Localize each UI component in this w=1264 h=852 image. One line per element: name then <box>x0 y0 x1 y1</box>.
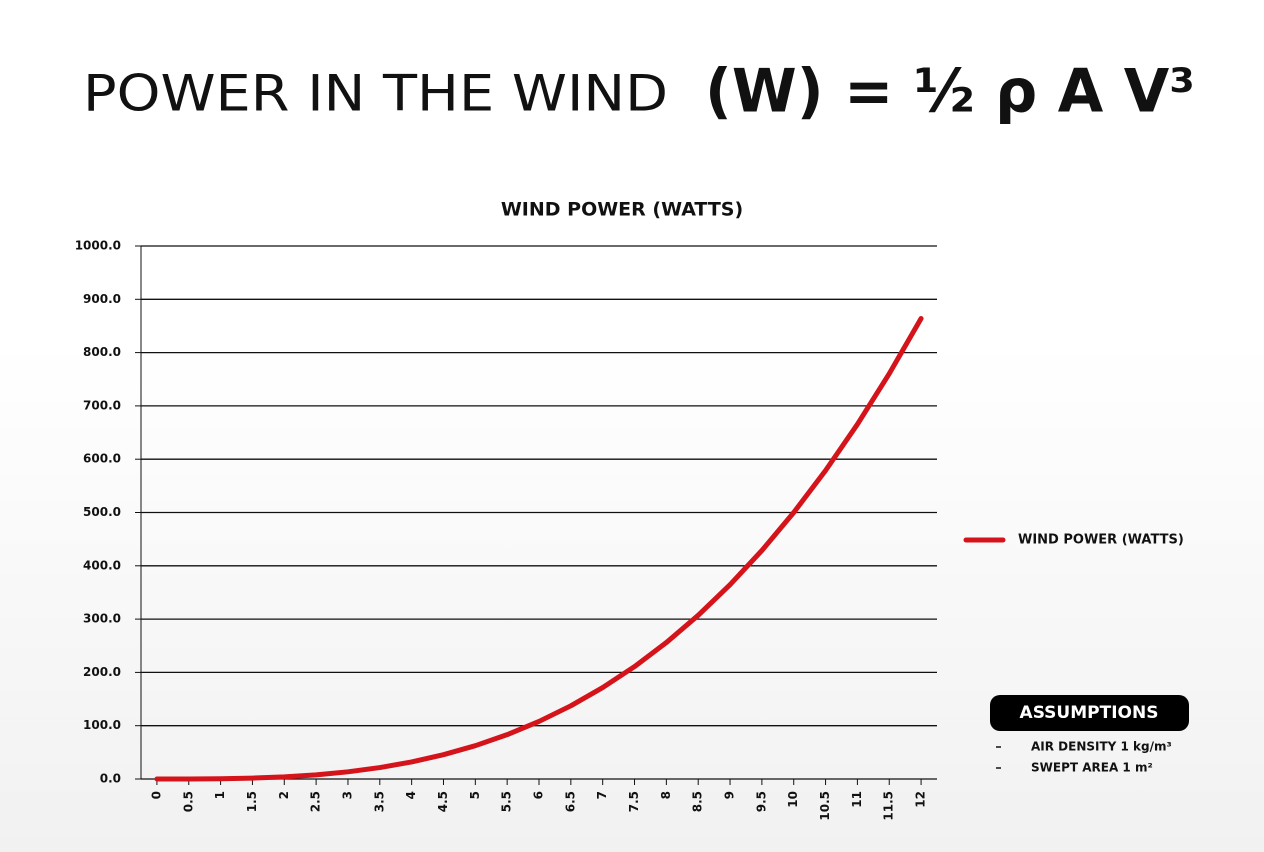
y-tick-label: 1000.0 <box>75 239 121 253</box>
y-tick-label: 400.0 <box>83 558 121 572</box>
x-tick-label: 4 <box>404 791 418 799</box>
assumption-item: SWEPT AREA 1 m² <box>1031 761 1153 775</box>
x-tick-label: 3 <box>340 791 354 799</box>
x-tick-label: 9 <box>723 791 737 799</box>
y-tick-label: 300.0 <box>83 612 121 626</box>
x-tick-label: 1 <box>213 791 227 799</box>
x-tick-label: 5.5 <box>500 791 514 812</box>
y-tick-label: 800.0 <box>83 345 121 359</box>
x-tick-label: 6 <box>532 791 546 799</box>
x-tick-label: 12 <box>914 791 928 808</box>
x-tick-label: 5 <box>468 791 482 799</box>
x-tick-label: 3.5 <box>372 791 386 812</box>
assumptions-title: ASSUMPTIONS <box>1020 703 1159 723</box>
y-tick-label: 200.0 <box>83 665 121 679</box>
x-tick-label: 10.5 <box>818 791 832 821</box>
assumptions-badge <box>990 695 1189 731</box>
y-tick-label: 600.0 <box>83 452 121 466</box>
chart-title: WIND POWER (WATTS) <box>501 199 743 221</box>
x-tick-label: 6.5 <box>563 791 577 812</box>
x-tick-label: 4.5 <box>436 791 450 812</box>
x-tick-label: 7 <box>595 791 609 799</box>
x-tick-label: 7.5 <box>627 791 641 812</box>
formula: (W) = ½ ρ A V³ <box>705 57 1195 127</box>
y-tick-label: 500.0 <box>83 505 121 519</box>
x-tick-label: 9.5 <box>754 791 768 812</box>
x-tick-label: 1.5 <box>245 791 259 812</box>
y-tick-label: 0.0 <box>100 772 121 786</box>
x-tick-label: 10 <box>786 791 800 808</box>
y-tick-label: 700.0 <box>83 398 121 412</box>
x-tick-label: 11.5 <box>882 791 896 821</box>
x-tick-label: 11 <box>850 791 864 808</box>
x-tick-label: 2.5 <box>309 791 323 812</box>
x-tick-label: 8.5 <box>691 791 705 812</box>
x-tick-label: 0.5 <box>181 791 195 812</box>
series-line <box>154 315 924 782</box>
assumption-item: AIR DENSITY 1 kg/m³ <box>1031 740 1172 754</box>
legend-label: WIND POWER (WATTS) <box>1018 533 1184 548</box>
x-tick-label: 2 <box>277 791 291 799</box>
y-tick-label: 100.0 <box>83 718 121 732</box>
headline: POWER IN THE WIND <box>83 65 668 123</box>
x-tick-label: 8 <box>659 791 673 799</box>
y-tick-label: 900.0 <box>83 292 121 306</box>
x-tick-label: 0 <box>149 791 163 799</box>
